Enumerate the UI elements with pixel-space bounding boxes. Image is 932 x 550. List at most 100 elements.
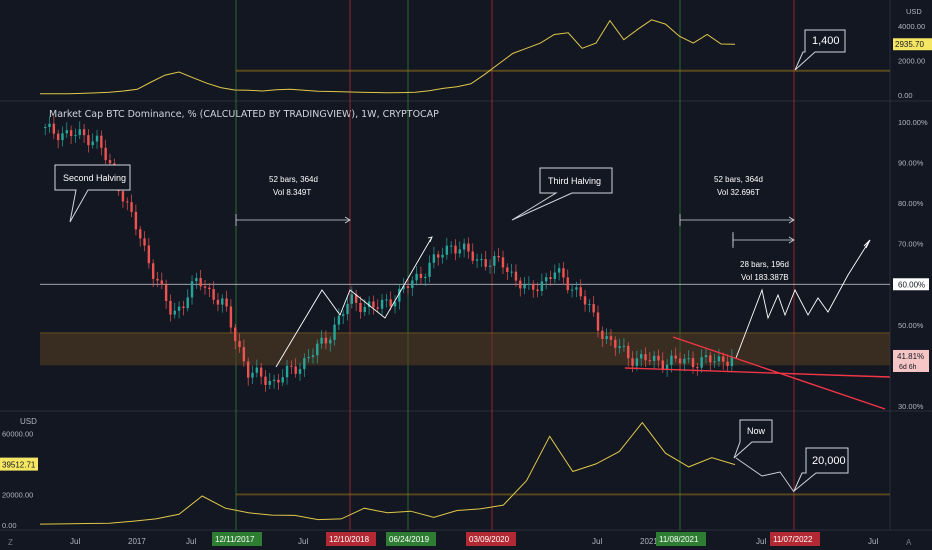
candle-body xyxy=(419,273,423,278)
candle-body xyxy=(78,129,81,136)
date-tag-label: 12/10/2018 xyxy=(329,535,370,544)
level-60-tag-label: 60.00% xyxy=(898,280,925,289)
candle-body xyxy=(320,337,323,344)
candle-body xyxy=(592,304,595,313)
candle-body xyxy=(359,302,362,313)
candle-body xyxy=(544,277,548,282)
candle-body xyxy=(691,358,695,368)
candle-body xyxy=(350,294,354,304)
candle-body xyxy=(169,300,172,315)
candle-body xyxy=(722,356,725,362)
date-tag xyxy=(466,532,516,546)
candle-body xyxy=(177,306,181,311)
candle-body xyxy=(627,345,630,359)
top-axis-tick: 2000.00 xyxy=(898,56,925,65)
x-axis-label: 2021 xyxy=(640,537,658,546)
candle-body xyxy=(363,306,366,313)
candle-body xyxy=(644,354,647,361)
candle-body xyxy=(570,289,574,291)
candle-body xyxy=(665,364,669,370)
candle-body xyxy=(557,268,561,273)
candle-body xyxy=(484,259,487,267)
top-axis-tick: 0.00 xyxy=(898,91,913,100)
third-halving-bubble xyxy=(511,167,613,221)
measure-1-vol: Vol 8.349T xyxy=(273,188,311,197)
candle-body xyxy=(471,251,474,261)
candle-body xyxy=(475,259,479,261)
measure-2-vol: Vol 32.696T xyxy=(717,188,760,197)
measure-3-vol: Vol 183.387B xyxy=(741,273,789,282)
candle-body xyxy=(354,294,358,303)
candle-body xyxy=(393,301,397,307)
candle-body xyxy=(303,358,306,370)
candle-body xyxy=(151,263,155,279)
candle-body xyxy=(523,284,526,289)
date-tag-label: 11/08/2021 xyxy=(659,535,699,544)
candle-body xyxy=(229,306,233,328)
candle-body xyxy=(212,289,215,300)
candle-body xyxy=(445,245,449,255)
candle-body xyxy=(575,287,578,290)
candle-body xyxy=(285,365,289,378)
candle-body xyxy=(376,307,379,309)
mid-axis-tick: 50.00% xyxy=(898,321,924,330)
candle-body xyxy=(277,379,280,383)
candle-body xyxy=(497,256,500,258)
candle-body xyxy=(670,355,673,365)
candle-body xyxy=(87,135,90,146)
candle-body xyxy=(242,347,246,362)
candle-body xyxy=(234,327,237,342)
candle-body xyxy=(311,355,315,357)
candle-body xyxy=(199,278,202,287)
second-halving-bubble xyxy=(54,164,131,223)
candle-body xyxy=(683,358,686,364)
auto-scale-button[interactable]: A xyxy=(906,538,912,547)
support-trendline xyxy=(624,367,891,378)
path-arrowhead xyxy=(427,236,433,243)
candle-body xyxy=(411,280,414,288)
candle-body xyxy=(341,314,345,316)
candle-body xyxy=(398,288,401,302)
candle-body xyxy=(281,377,284,383)
candle-body xyxy=(316,343,319,356)
bottom-currency-label: USD xyxy=(20,417,37,426)
candle-body xyxy=(579,287,582,297)
current-price-tag xyxy=(893,349,929,372)
candle-body xyxy=(432,254,436,263)
candle-body xyxy=(406,286,410,288)
measure-range-2-arrow xyxy=(788,216,795,224)
measure-3-bars: 28 bars, 196d xyxy=(740,260,789,269)
candle-body xyxy=(91,141,94,146)
date-tag-label: 12/11/2017 xyxy=(215,535,255,544)
candle-body xyxy=(501,257,505,268)
candle-body xyxy=(246,361,250,378)
candle-body xyxy=(52,123,56,134)
candle-body xyxy=(385,299,388,301)
candle-body xyxy=(82,129,86,136)
candle-body xyxy=(100,135,103,148)
candle-body xyxy=(121,191,125,202)
candle-body xyxy=(134,211,138,230)
twenty-k-label: 20,000 xyxy=(812,455,846,467)
candle-body xyxy=(221,298,224,305)
candle-body xyxy=(493,256,496,266)
date-tag xyxy=(212,532,262,546)
candle-body xyxy=(65,130,68,134)
projection-path xyxy=(735,457,795,493)
candle-body xyxy=(143,238,146,246)
bottom-axis-tick: 20000.00 xyxy=(2,490,33,499)
zoom-button[interactable]: Z xyxy=(8,538,13,547)
candle-body xyxy=(540,281,544,292)
candle-body xyxy=(428,262,431,277)
x-axis-label: Jul xyxy=(592,537,602,546)
measure-2-bars: 52 bars, 364d xyxy=(714,175,763,184)
top-callout-label: 1,400 xyxy=(812,35,840,47)
candle-body xyxy=(480,259,483,261)
candle-body xyxy=(307,356,310,359)
candle-body xyxy=(635,358,639,366)
candle-body xyxy=(208,287,211,290)
date-tag xyxy=(656,532,706,546)
candle-body xyxy=(164,284,168,301)
top-axis-unit: USD xyxy=(906,7,922,16)
